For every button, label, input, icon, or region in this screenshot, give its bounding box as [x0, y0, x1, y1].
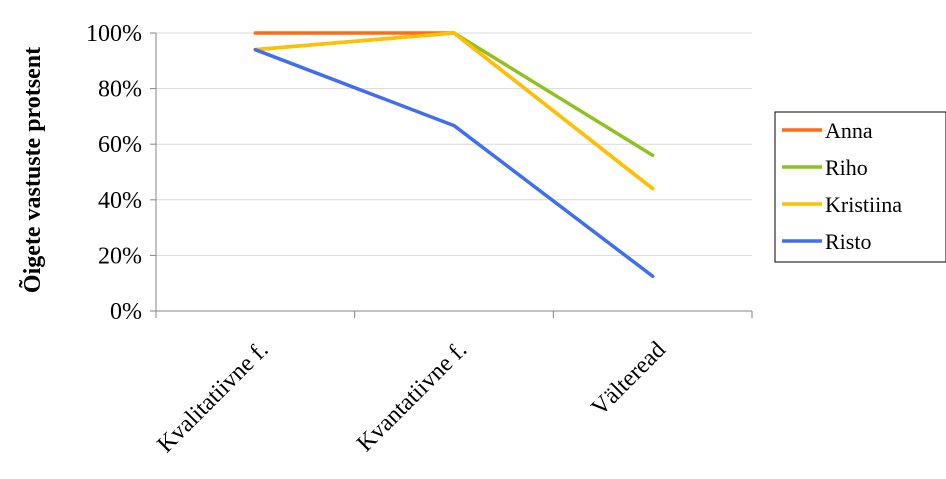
y-tick-label: 0%	[110, 299, 142, 325]
x-category-labels: Kvalitatiivne f. Kvantatiivne f. Välteread	[152, 337, 670, 458]
series-line-risto	[253, 47, 655, 278]
series-line-kristiina	[253, 31, 655, 191]
series-lines	[253, 31, 655, 278]
x-category-label: Kvalitatiivne f.	[152, 337, 273, 458]
legend-label: Kristiina	[825, 192, 902, 217]
y-tick-label: 40%	[98, 188, 142, 214]
y-gridlines	[156, 32, 752, 256]
x-category-label: Välteread	[587, 337, 671, 421]
y-axis-title: Õigete vastuste protsent	[20, 47, 46, 293]
axes	[155, 33, 753, 318]
series-line-riho	[253, 31, 655, 158]
legend: Anna Riho Kristiina Risto	[774, 111, 946, 263]
x-category-label: Kvantatiivne f.	[352, 337, 472, 457]
legend-label: Riho	[825, 155, 868, 180]
legend-label: Anna	[825, 118, 873, 143]
y-tick-label: 60%	[98, 132, 142, 158]
y-tick-label: 80%	[98, 77, 142, 103]
y-tick-label: 20%	[98, 243, 142, 269]
legend-box	[774, 111, 946, 263]
series-line-anna	[253, 31, 655, 191]
y-tick-labels: 0% 20% 40% 60% 80% 100%	[86, 21, 156, 325]
legend-label: Risto	[825, 229, 871, 254]
y-tick-label: 100%	[86, 21, 142, 47]
